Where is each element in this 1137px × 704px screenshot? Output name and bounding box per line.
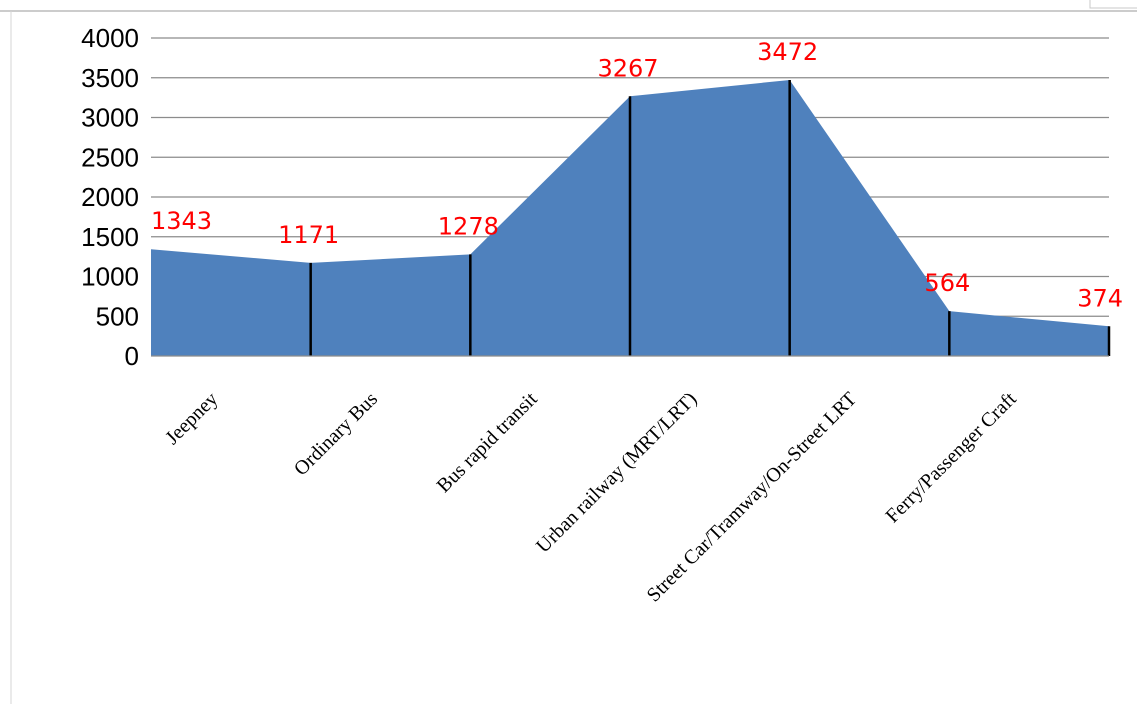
y-tick-label: 4000 (81, 23, 139, 53)
x-tick-label: Jeepney (161, 388, 222, 449)
data-label: 564 (924, 269, 970, 297)
y-tick-label: 0 (125, 341, 139, 371)
y-axis-ticks: 0 500 1000 1500 2000 2500 3000 3500 4000 (81, 23, 139, 371)
y-tick-label: 500 (96, 301, 139, 331)
x-tick-label: Bus rapid transit (433, 388, 542, 497)
y-tick-label: 1500 (81, 222, 139, 252)
top-right-box (1089, 0, 1137, 9)
data-label: 1343 (151, 207, 212, 235)
y-tick-label: 3000 (81, 103, 139, 133)
x-tick-label: Urban railway (MRT/LRT) (532, 388, 701, 557)
x-axis-ticks: Jeepney Ordinary Bus Bus rapid transitUrba… (161, 388, 1021, 607)
data-labels: 1343 1171 1278 3267 3472 564 374 (151, 38, 1123, 312)
data-label: 374 (1077, 284, 1123, 312)
category-dividers (309, 79, 1111, 356)
y-tick-label: 3500 (81, 63, 139, 93)
y-tick-label: 2500 (81, 142, 139, 172)
data-label: 1171 (278, 221, 339, 249)
x-tick-label: Ferry/Passenger Craft (881, 388, 1021, 528)
data-label: 1278 (438, 212, 499, 240)
x-tick-label: Ordinary Bus (290, 388, 382, 480)
y-tick-label: 1000 (81, 262, 139, 292)
data-label: 3267 (597, 54, 658, 82)
y-tick-label: 2000 (81, 182, 139, 212)
data-label: 3472 (757, 38, 818, 66)
